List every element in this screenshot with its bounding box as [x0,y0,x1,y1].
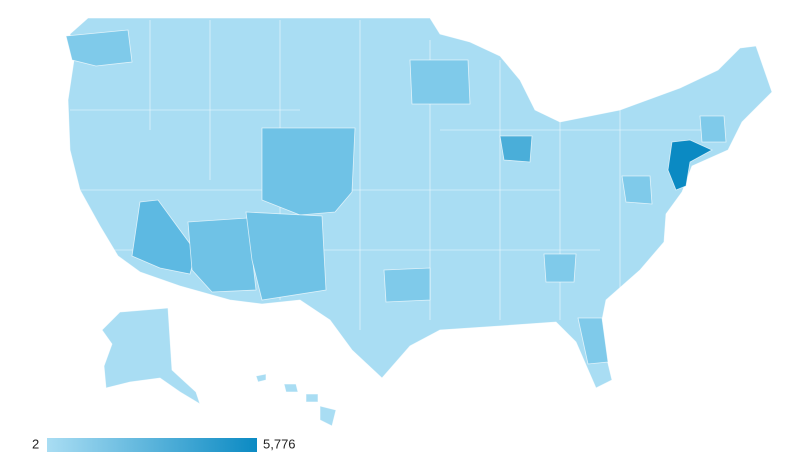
region [667,139,713,191]
region [245,211,327,301]
region [699,115,727,143]
hawaii [305,393,319,403]
hawaii [255,373,267,383]
legend: 2 5,776 [32,436,296,452]
region [261,127,356,216]
map [65,17,773,427]
region [383,267,431,303]
hawaii [319,405,337,427]
region [65,29,133,67]
legend-max-label: 5,776 [263,436,296,451]
region [621,175,653,205]
hawaii [283,383,299,393]
alaska [101,307,201,405]
legend-min-label: 2 [32,436,39,451]
region [131,199,197,275]
region [187,217,257,293]
region [543,253,577,283]
legend-scale [47,438,257,452]
region [577,317,609,365]
region [499,135,533,163]
region [409,59,471,105]
